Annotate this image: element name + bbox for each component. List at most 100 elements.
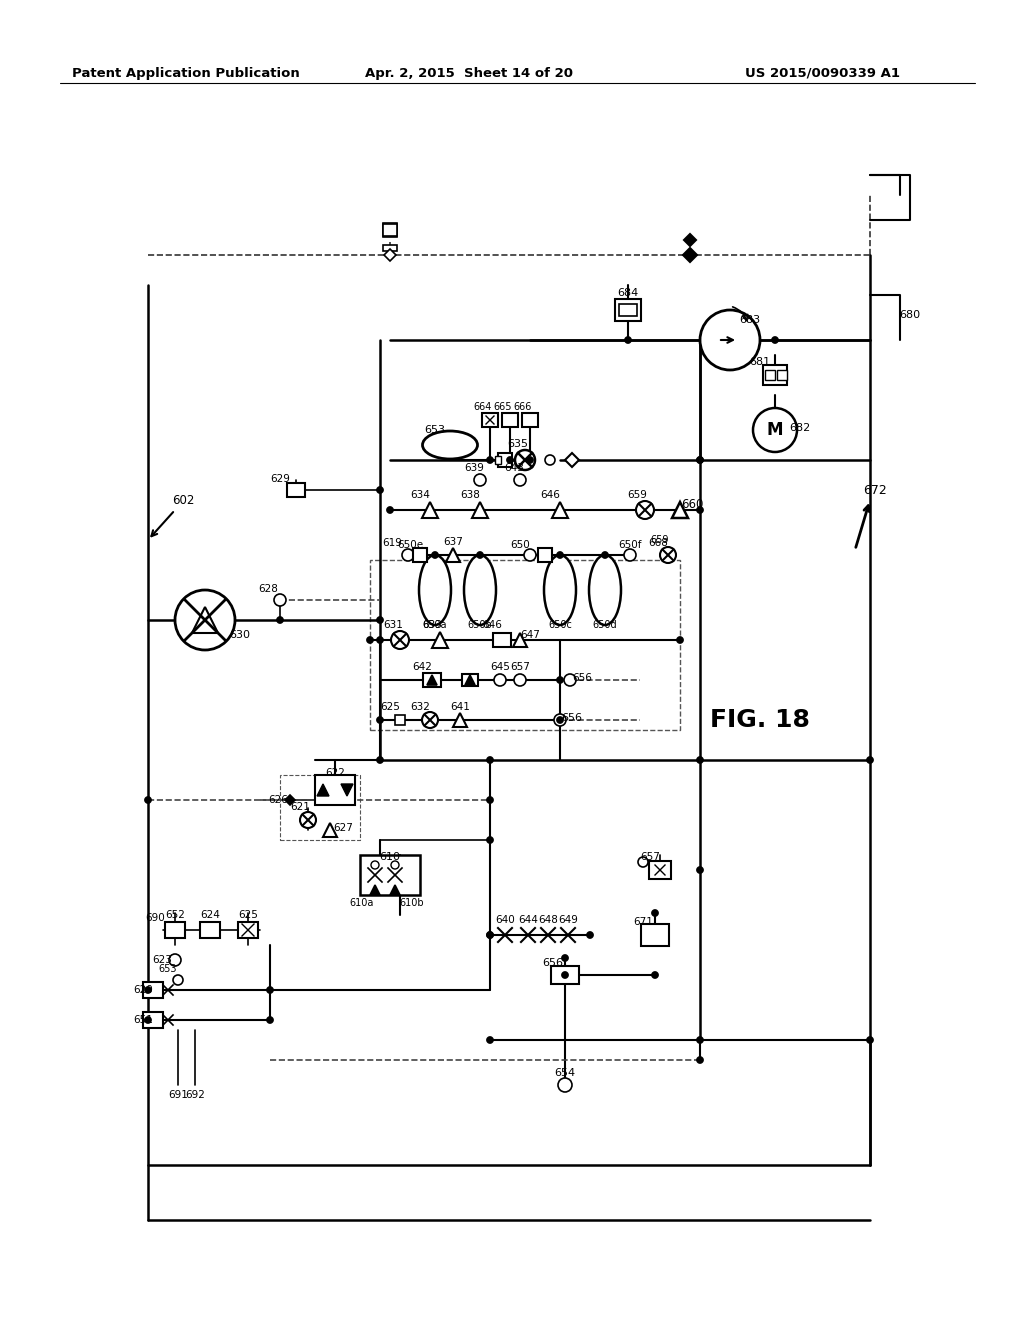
Ellipse shape <box>464 554 496 624</box>
Text: 692: 692 <box>185 1090 205 1100</box>
Circle shape <box>402 549 414 561</box>
Text: 659: 659 <box>650 535 670 545</box>
Text: 668: 668 <box>648 539 668 548</box>
Text: 656: 656 <box>561 713 583 723</box>
Text: 657: 657 <box>510 663 530 672</box>
Polygon shape <box>384 249 396 261</box>
Text: 653: 653 <box>425 425 445 436</box>
Circle shape <box>377 487 384 494</box>
Polygon shape <box>323 822 337 837</box>
Circle shape <box>556 552 563 558</box>
Polygon shape <box>341 784 353 796</box>
Text: FIG. 18: FIG. 18 <box>710 708 810 733</box>
Bar <box>649 861 671 879</box>
Bar <box>383 224 397 236</box>
Text: 634: 634 <box>410 490 430 500</box>
Circle shape <box>696 457 703 463</box>
Bar <box>522 413 538 426</box>
Polygon shape <box>465 675 475 685</box>
Circle shape <box>274 594 286 606</box>
Text: 640: 640 <box>496 915 515 925</box>
Text: 648: 648 <box>538 915 558 925</box>
Text: Apr. 2, 2015  Sheet 14 of 20: Apr. 2, 2015 Sheet 14 of 20 <box>365 67 573 81</box>
Text: 639: 639 <box>464 463 484 473</box>
Circle shape <box>276 616 284 623</box>
Text: 653: 653 <box>159 964 177 974</box>
Text: Patent Application Publication: Patent Application Publication <box>72 67 300 81</box>
Circle shape <box>636 502 654 519</box>
Polygon shape <box>193 607 218 634</box>
Text: 631: 631 <box>383 620 402 630</box>
Text: 643: 643 <box>504 463 524 473</box>
Text: 645: 645 <box>490 663 510 672</box>
Polygon shape <box>432 632 449 648</box>
Circle shape <box>526 457 534 463</box>
Text: 602: 602 <box>172 494 195 507</box>
Text: US 2015/0090339 A1: US 2015/0090339 A1 <box>745 67 900 81</box>
Text: 659: 659 <box>627 490 647 500</box>
Text: 630: 630 <box>229 630 251 640</box>
Circle shape <box>561 972 568 978</box>
Text: 629: 629 <box>270 474 290 484</box>
Bar <box>280 775 360 840</box>
Text: 665: 665 <box>494 403 512 412</box>
Circle shape <box>625 337 632 343</box>
Polygon shape <box>285 795 295 805</box>
Circle shape <box>700 310 760 370</box>
Text: 638: 638 <box>460 490 480 500</box>
Circle shape <box>514 474 526 486</box>
Circle shape <box>391 861 399 869</box>
Bar <box>413 548 427 562</box>
Text: 650b: 650b <box>468 620 493 630</box>
Text: 644: 644 <box>518 915 538 925</box>
Circle shape <box>866 756 873 763</box>
Circle shape <box>367 636 374 644</box>
Text: 652: 652 <box>165 909 185 920</box>
Circle shape <box>638 857 648 867</box>
Polygon shape <box>422 502 438 517</box>
Circle shape <box>173 975 183 985</box>
Circle shape <box>624 549 636 561</box>
Text: 625: 625 <box>238 909 258 920</box>
Circle shape <box>554 714 566 726</box>
Text: 660: 660 <box>681 499 703 511</box>
Circle shape <box>696 756 703 763</box>
Circle shape <box>515 450 535 470</box>
Bar <box>462 675 478 686</box>
Circle shape <box>507 457 513 463</box>
Circle shape <box>696 457 703 463</box>
Text: 637: 637 <box>443 537 463 546</box>
Text: 650a: 650a <box>423 620 447 630</box>
Text: 672: 672 <box>863 483 887 496</box>
Text: 650e: 650e <box>397 540 423 550</box>
Circle shape <box>556 676 563 684</box>
Circle shape <box>486 796 494 804</box>
Circle shape <box>486 1036 494 1044</box>
Text: 610b: 610b <box>399 898 424 908</box>
Bar <box>551 966 579 983</box>
Bar <box>498 453 512 467</box>
Bar <box>763 366 787 385</box>
Bar <box>538 548 552 562</box>
Circle shape <box>771 337 778 343</box>
Circle shape <box>144 796 152 804</box>
Text: 656: 656 <box>543 958 563 968</box>
Bar <box>143 982 163 998</box>
Bar <box>423 673 441 686</box>
Circle shape <box>660 546 676 564</box>
Bar <box>765 370 775 380</box>
Ellipse shape <box>419 554 451 624</box>
Text: 610a: 610a <box>350 898 374 908</box>
Circle shape <box>696 866 703 874</box>
Circle shape <box>866 1036 873 1044</box>
Bar <box>287 483 305 498</box>
Text: 621: 621 <box>290 803 310 812</box>
Bar <box>493 634 511 647</box>
Circle shape <box>753 408 797 451</box>
Ellipse shape <box>589 554 621 624</box>
Text: 622: 622 <box>325 768 345 777</box>
Bar <box>200 921 220 939</box>
Circle shape <box>144 1016 152 1023</box>
Text: 623: 623 <box>152 954 172 965</box>
Text: 646: 646 <box>482 620 502 630</box>
